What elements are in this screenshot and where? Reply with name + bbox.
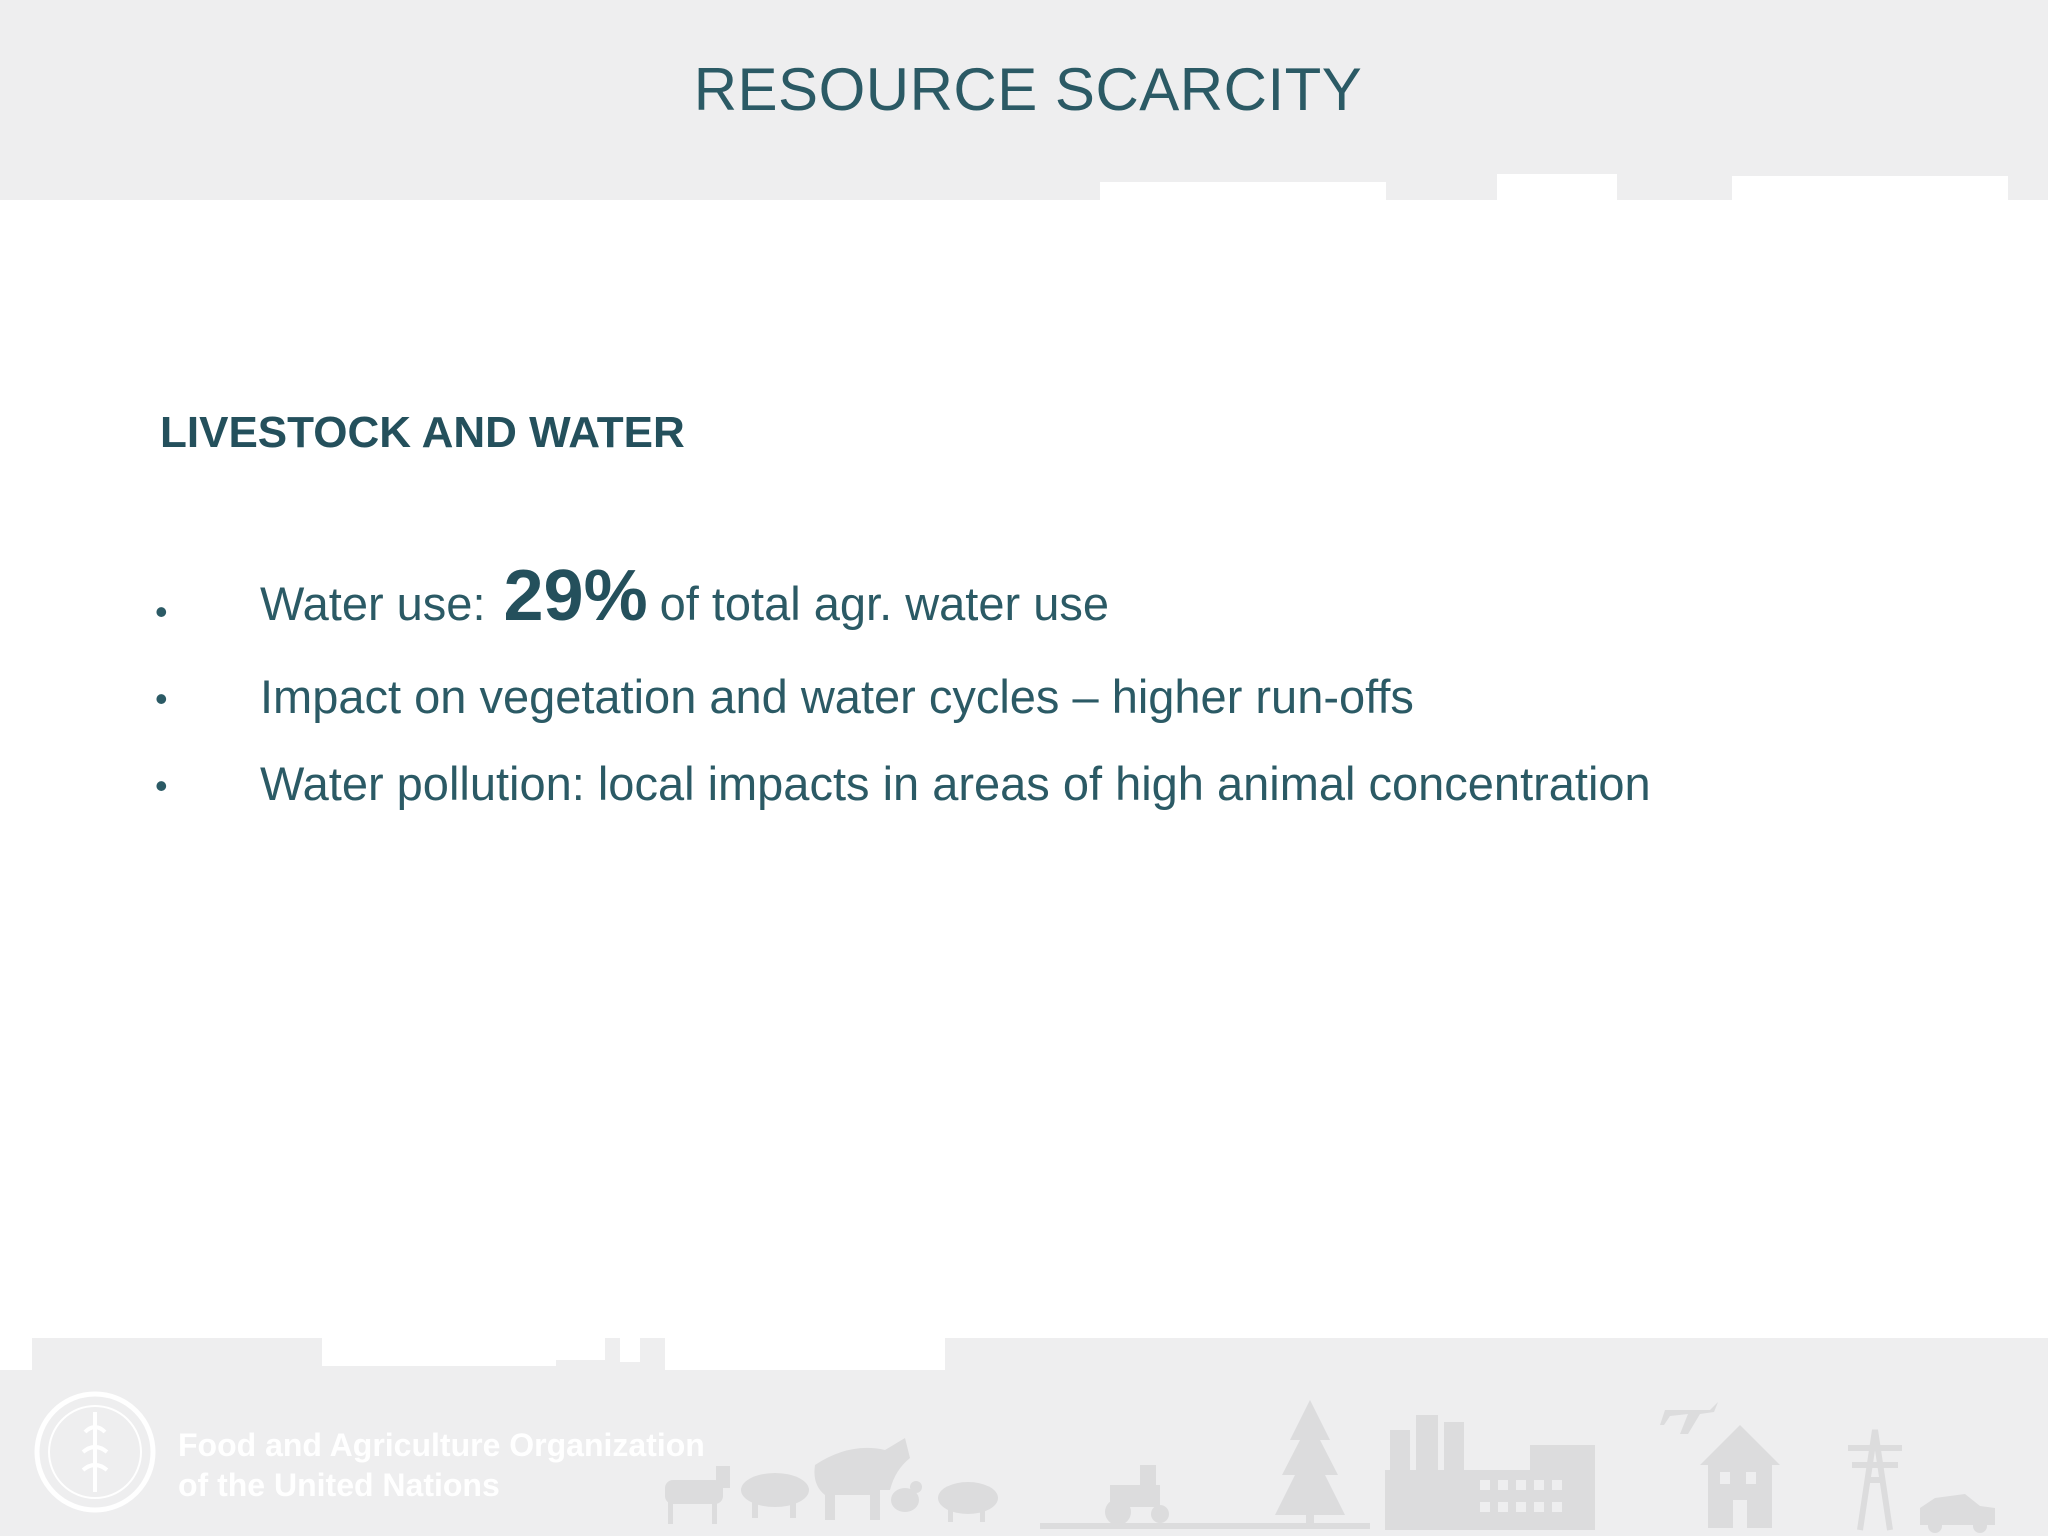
sheep-icon [938,1482,998,1522]
bullet-text: Impact on vegetation and water cycles – … [260,670,1414,723]
tree-icon [1275,1400,1345,1524]
house-icon [1700,1425,1780,1528]
chicken-icon [891,1481,922,1512]
bullet-dot-icon: • [155,765,168,806]
bullet-dot-icon: • [155,678,168,719]
bullet-item-pollution: • Water pollution: local impacts in area… [155,734,1955,821]
footer-band [0,1330,2048,1536]
tractor-icon [1105,1465,1169,1525]
bullet-text: Water use: 29% of total agr. water use [260,555,1109,637]
slide-title: RESOURCE SCARCITY [693,56,1363,123]
pig-icon [741,1473,809,1518]
bullet-item-vegetation: • Impact on vegetation and water cycles … [155,647,1955,734]
power-pylon-icon [1848,1429,1902,1531]
fao-name-line-1: Food and Agriculture Organization [178,1427,705,1463]
bullet-item-water-use: • Water use: 29% of total agr. water use [155,556,1955,647]
water-use-percent: 29% [503,556,648,636]
airplane-icon [1660,1402,1718,1434]
bullet-dot-icon: • [155,591,168,632]
factory-icon [1385,1415,1595,1530]
fao-logo-icon [34,1391,156,1513]
section-heading: LIVESTOCK AND WATER [160,408,685,457]
bullet-list: • Water use: 29% of total agr. water use •… [155,556,1955,821]
water-use-suffix: of total agr. water use [659,577,1109,630]
header-band [0,0,2048,200]
bullet-text: Water pollution: local impacts in areas … [260,757,1651,810]
fao-name-line-2: of the United Nations [178,1467,500,1503]
goat-icon [665,1466,730,1524]
water-use-label: Water use: [260,577,486,630]
car-icon [1920,1494,1995,1533]
fao-organization-name: Food and Agriculture Organization of the… [178,1425,705,1505]
cow-icon [814,1438,910,1520]
